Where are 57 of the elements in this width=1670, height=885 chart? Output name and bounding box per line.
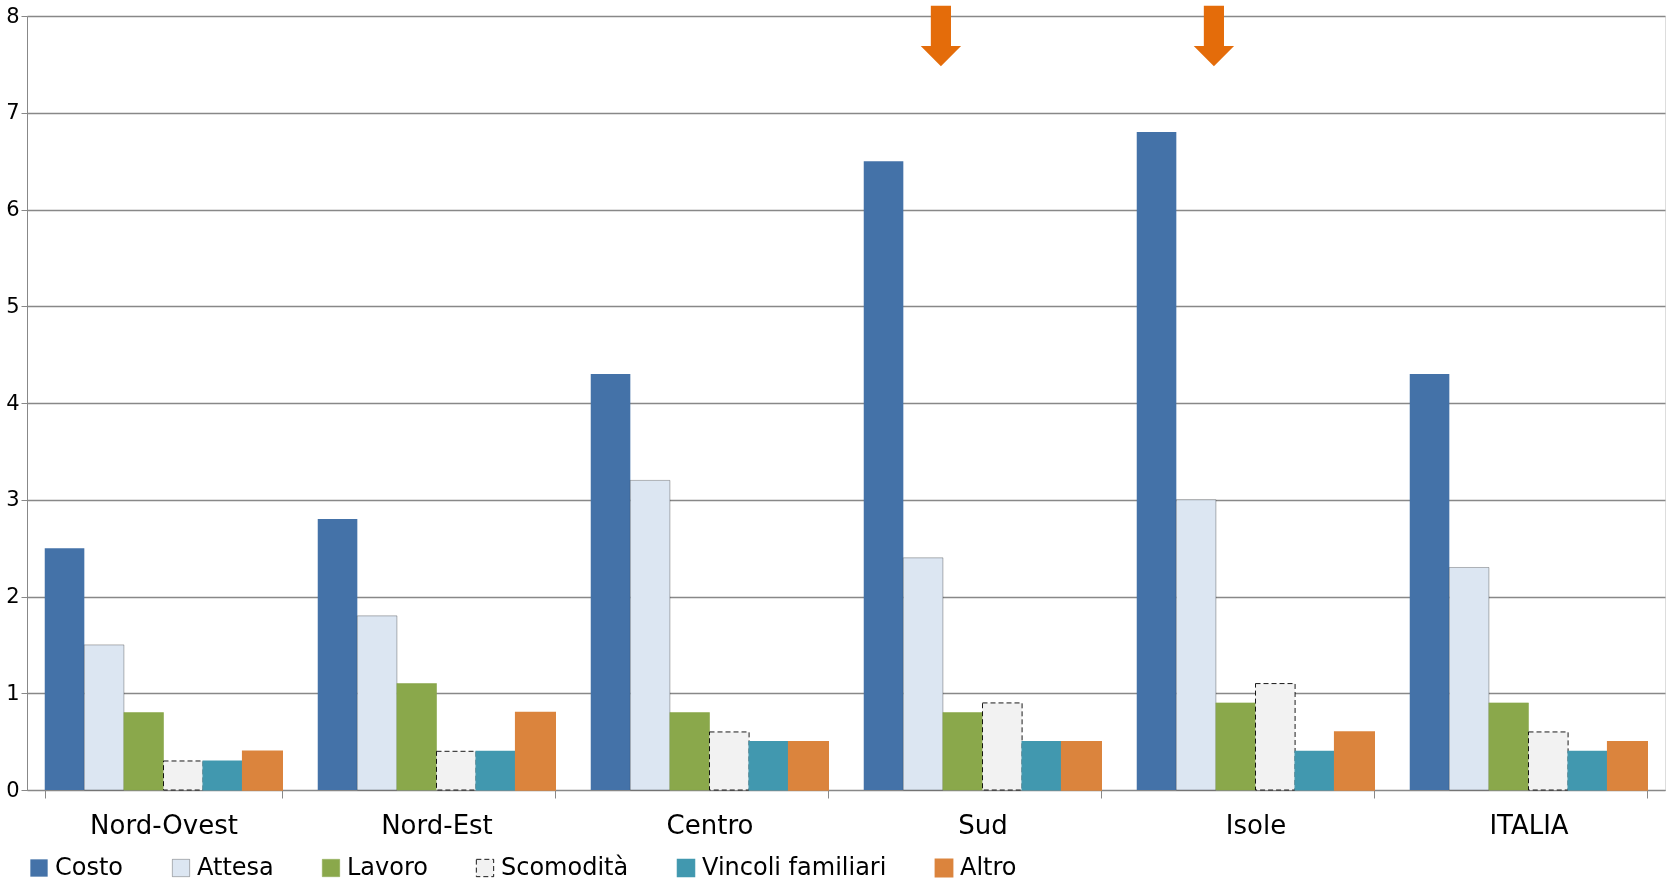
bar: [1528, 731, 1569, 791]
legend-label: Scomodità: [501, 853, 629, 881]
x-tick-label: Centro: [666, 809, 754, 840]
legend-label: Vincoli familiari: [702, 853, 887, 881]
bar: [1176, 499, 1217, 791]
bar: [514, 711, 557, 791]
bar: [982, 702, 1023, 791]
y-tick-label: 1: [6, 680, 20, 705]
bar: [748, 741, 790, 791]
bar: [787, 740, 830, 791]
legend-label: Costo: [55, 853, 124, 881]
bar: [202, 760, 244, 791]
x-tick-label: Nord-Est: [381, 809, 493, 840]
bar: [1294, 750, 1336, 791]
bar: [1449, 567, 1490, 791]
bar: [1021, 741, 1063, 791]
x-tick-label: Nord-Ovest: [90, 809, 238, 840]
bar: [1488, 702, 1529, 791]
bar: [863, 161, 904, 790]
legend-label: Attesa: [197, 853, 274, 881]
bar: [241, 750, 284, 791]
bar: [396, 683, 437, 791]
bar: [590, 373, 631, 790]
bar: [317, 519, 358, 790]
bar: [903, 557, 944, 791]
y-tick-label: 8: [6, 3, 20, 28]
y-tick-label: 5: [6, 293, 20, 318]
y-tick-label: 7: [6, 100, 20, 125]
bar: [357, 615, 398, 791]
bar: [1060, 740, 1103, 791]
x-tick-label: ITALIA: [1489, 809, 1569, 840]
bar: [436, 750, 477, 791]
bar: [1333, 731, 1376, 791]
y-tick-label: 4: [6, 390, 20, 415]
bar: [163, 760, 204, 791]
bar: [84, 644, 125, 791]
bar: [1255, 683, 1296, 791]
bar: [44, 548, 85, 790]
bar: [1409, 373, 1450, 790]
legend-label: Lavoro: [347, 853, 428, 881]
bar: [1606, 740, 1649, 791]
bar: [1136, 132, 1177, 790]
y-tick-label: 2: [6, 584, 20, 608]
bar: [942, 712, 983, 791]
x-tick-label: Isole: [1225, 809, 1287, 840]
legend-label: Altro: [960, 853, 1017, 881]
x-tick-label: Sud: [958, 809, 1008, 840]
bar: [123, 712, 164, 791]
bar: [630, 480, 671, 791]
y-tick-label: 0: [6, 777, 20, 802]
bar: [1567, 750, 1609, 791]
y-tick-label: 6: [6, 197, 20, 221]
bar: [709, 731, 750, 791]
bar: [669, 712, 710, 791]
bar: [1215, 702, 1256, 791]
y-tick-label: 3: [6, 487, 20, 512]
bar: [475, 750, 517, 791]
